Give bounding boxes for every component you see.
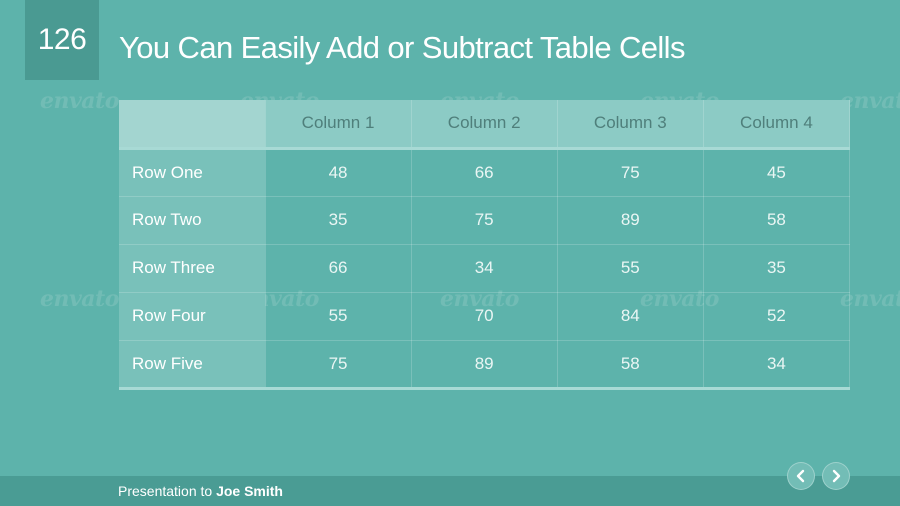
table-cell: 58 (557, 340, 704, 390)
column-header: Column 4 (703, 100, 851, 150)
table-cell: 34 (703, 340, 851, 390)
row-label: Row Two (119, 196, 266, 245)
table-cell: 58 (703, 196, 851, 245)
table-cell: 66 (411, 148, 558, 197)
column-header: Column 1 (265, 100, 412, 150)
footer-bar: Presentation to Joe Smith (0, 476, 900, 506)
footer-text: Presentation to Joe Smith (118, 483, 283, 499)
chevron-left-icon (796, 469, 805, 483)
row-label: Row One (119, 148, 266, 197)
column-header: Column 2 (411, 100, 558, 150)
table-cell: 75 (265, 340, 412, 390)
table-cell: 48 (265, 148, 412, 197)
table-header-row: Column 1 Column 2 Column 3 Column 4 (119, 100, 851, 150)
table-row: Row One 48 66 75 45 (119, 148, 851, 197)
table-cell: 66 (265, 244, 412, 293)
slide-title: You Can Easily Add or Subtract Table Cel… (119, 30, 685, 65)
table-cell: 75 (557, 148, 704, 197)
table-row: Row Two 35 75 89 58 (119, 196, 851, 245)
slide-number: 126 (25, 0, 99, 80)
watermark: envato (40, 286, 119, 312)
table-cell: 35 (703, 244, 851, 293)
row-label: Row Three (119, 244, 266, 293)
table-cell: 75 (411, 196, 558, 245)
row-label: Row Four (119, 292, 266, 341)
table-row: Row Five 75 89 58 34 (119, 340, 851, 390)
chevron-right-icon (832, 469, 841, 483)
data-table: Column 1 Column 2 Column 3 Column 4 Row … (119, 100, 851, 390)
column-header: Column 3 (557, 100, 704, 150)
table-cell: 70 (411, 292, 558, 341)
table-cell: 55 (557, 244, 704, 293)
table-cell: 55 (265, 292, 412, 341)
watermark: envato (40, 88, 119, 114)
table-corner-cell (119, 100, 266, 150)
presenter-name: Joe Smith (216, 483, 283, 499)
next-slide-button[interactable] (822, 462, 850, 490)
table-cell: 84 (557, 292, 704, 341)
table-row: Row Four 55 70 84 52 (119, 292, 851, 341)
table-cell: 89 (557, 196, 704, 245)
footer-prefix: Presentation to (118, 483, 213, 499)
table-cell: 52 (703, 292, 851, 341)
table-cell: 89 (411, 340, 558, 390)
table-cell: 45 (703, 148, 851, 197)
previous-slide-button[interactable] (787, 462, 815, 490)
table-cell: 34 (411, 244, 558, 293)
row-label: Row Five (119, 340, 266, 390)
table-cell: 35 (265, 196, 412, 245)
table-row: Row Three 66 34 55 35 (119, 244, 851, 293)
